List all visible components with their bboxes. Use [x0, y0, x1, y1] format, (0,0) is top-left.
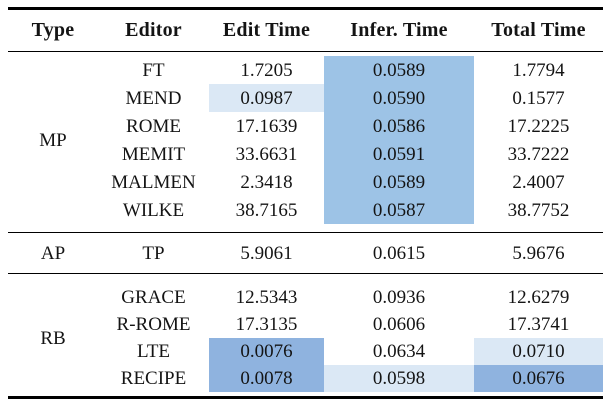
total-time-cell: 5.9676 [512, 242, 565, 264]
total-time-cell: 38.7752 [507, 199, 570, 221]
editor-cell: R-ROME [116, 314, 191, 335]
total-time-cell: 0.0710 [474, 338, 603, 365]
column-header-editor: Editor [98, 8, 209, 52]
section-spacer-row [8, 224, 603, 233]
infer-time-cell: 0.0606 [372, 314, 426, 335]
editor-cell: LTE [136, 341, 171, 362]
edit-time-cell: 12.5343 [235, 287, 298, 308]
infer-time-cell: 0.0590 [324, 84, 474, 112]
editor-cell: ROME [126, 115, 181, 137]
total-time-cell: 12.6279 [507, 287, 570, 308]
infer-time-cell: 0.0591 [324, 140, 474, 168]
infer-time-cell: 0.0589 [324, 56, 474, 84]
edit-time-cell: 0.0987 [209, 84, 324, 112]
infer-time-cell: 0.0586 [324, 112, 474, 140]
editor-cell: RECIPE [120, 368, 187, 389]
section-spacer [8, 392, 603, 398]
editor-timing-table: Type Editor Edit Time Infer. Time Total … [8, 7, 603, 399]
edit-time-cell: 0.0076 [209, 338, 324, 365]
table-group-ap: AP TP 5.9061 0.0615 5.9676 [8, 233, 603, 274]
total-time-cell: 17.3741 [507, 314, 570, 335]
table-row: ROME 17.1639 0.0586 17.2225 [8, 112, 603, 140]
infer-time-cell: 0.0936 [372, 287, 426, 308]
edit-time-cell: 1.7205 [240, 59, 293, 81]
editor-cell: MEMIT [121, 143, 186, 165]
edit-time-cell: 2.3418 [240, 171, 293, 193]
column-header-type: Type [8, 8, 98, 52]
table-row: LTE 0.0076 0.0634 0.0710 [8, 338, 603, 365]
edit-time-cell: 38.7165 [235, 199, 298, 221]
table-group-rb: RB GRACE 12.5343 0.0936 12.6279 R-ROME 17.3135… [8, 274, 603, 398]
editor-cell: WILKE [122, 199, 185, 221]
edit-time-cell: 33.6631 [235, 143, 298, 165]
editor-cell: FT [142, 59, 165, 81]
group-type-label: AP [40, 242, 66, 264]
editor-cell: MALMEN [111, 171, 196, 193]
group-type-label: MP [39, 129, 67, 151]
table-row: MP FT 1.7205 0.0589 1.7794 [8, 56, 603, 150]
section-spacer-row [8, 392, 603, 398]
infer-time-cell: 0.0589 [324, 168, 474, 196]
total-time-cell: 1.7794 [512, 59, 565, 81]
table-row: WILKE 38.7165 0.0587 38.7752 [8, 196, 603, 224]
table-row: MEND 0.0987 0.0590 0.1577 [8, 84, 603, 112]
group-type-label: RB [40, 327, 66, 349]
editor-cell: TP [142, 242, 165, 264]
table-row: R-ROME 17.3135 0.0606 17.3741 [8, 311, 603, 338]
table-row: MEMIT 33.6631 0.0591 33.7222 [8, 140, 603, 168]
section-spacer [8, 274, 603, 285]
table-group-mp: MP FT 1.7205 0.0589 1.7794 MEND 0.0987 0.0590 0.… [8, 52, 603, 233]
editor-cell: MEND [125, 87, 182, 109]
edit-time-cell: 0.0078 [209, 365, 324, 392]
section-spacer [8, 224, 603, 233]
infer-time-cell: 0.0634 [372, 341, 426, 362]
table-header: Type Editor Edit Time Infer. Time Total … [8, 8, 603, 52]
table-row: RB GRACE 12.5343 0.0936 12.6279 [8, 284, 603, 348]
edit-time-cell: 17.3135 [235, 314, 298, 335]
column-header-edit-time: Edit Time [209, 8, 324, 52]
total-time-cell: 0.0676 [474, 365, 603, 392]
table-row: MALMEN 2.3418 0.0589 2.4007 [8, 168, 603, 196]
infer-time-cell: 0.0615 [372, 242, 426, 264]
total-time-cell: 2.4007 [512, 171, 565, 193]
column-header-infer-time: Infer. Time [324, 8, 474, 52]
total-time-cell: 33.7222 [507, 143, 570, 165]
edit-time-cell: 5.9061 [240, 242, 293, 264]
infer-time-cell: 0.0598 [324, 365, 474, 392]
table-row: AP TP 5.9061 0.0615 5.9676 [8, 239, 603, 267]
table-row: RECIPE 0.0078 0.0598 0.0676 [8, 365, 603, 392]
infer-time-cell: 0.0587 [324, 196, 474, 224]
header-row: Type Editor Edit Time Infer. Time Total … [8, 8, 603, 52]
total-time-cell: 0.1577 [512, 87, 565, 109]
editor-cell: GRACE [121, 287, 186, 308]
section-spacer-row [8, 274, 603, 285]
edit-time-cell: 17.1639 [235, 115, 298, 137]
column-header-total-time: Total Time [474, 8, 603, 52]
total-time-cell: 17.2225 [507, 115, 570, 137]
